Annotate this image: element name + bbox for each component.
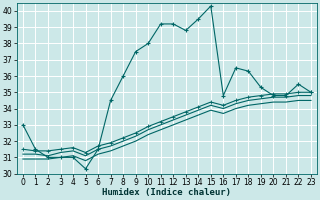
X-axis label: Humidex (Indice chaleur): Humidex (Indice chaleur) [102, 188, 231, 197]
